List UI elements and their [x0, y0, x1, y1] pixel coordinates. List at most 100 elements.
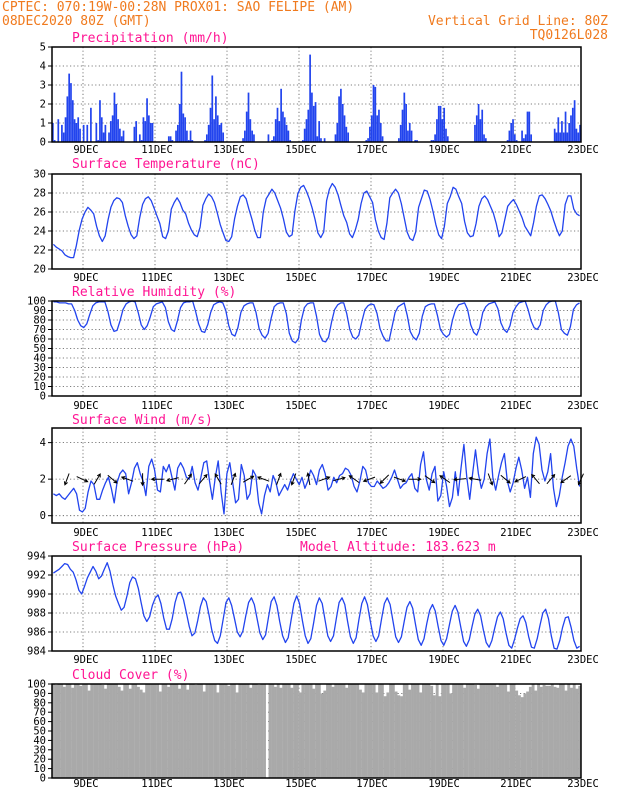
- cloud-cover-bar: [224, 684, 228, 778]
- cloud-cover-bar: [331, 686, 335, 778]
- precipitation-bar: [345, 126, 348, 142]
- cloud-cover-bar: [65, 684, 69, 778]
- y-tick-label: 70: [33, 324, 46, 336]
- precipitation-bar: [204, 140, 206, 142]
- precipitation-bar: [577, 132, 580, 142]
- precipitation-bar: [302, 140, 304, 142]
- plot-frame: [51, 173, 582, 270]
- precipitation-bar: [416, 140, 418, 142]
- precipitation-bar: [175, 130, 177, 142]
- cloud-cover-bar: [498, 684, 502, 778]
- x-tick-label: 15DEC: [285, 527, 317, 539]
- cloud-cover-bar: [345, 687, 349, 778]
- x-tick-label: 15DEC: [285, 144, 317, 156]
- precipitation-bar: [70, 83, 72, 142]
- x-tick-label: 19DEC: [428, 527, 460, 539]
- precipitation-bar: [553, 128, 556, 142]
- cloud-cover-bar: [76, 684, 80, 778]
- cloud-cover-bar: [432, 695, 436, 778]
- cloud-cover-bar: [446, 684, 450, 778]
- cloud-cover-bar: [180, 684, 184, 778]
- y-tick-label: 70: [33, 707, 46, 719]
- cloud-cover-bar: [438, 696, 442, 778]
- cloud-cover-bar: [342, 684, 346, 778]
- precipitation-bar: [177, 124, 179, 142]
- precipitation-bar: [100, 117, 103, 142]
- precipitation-bar: [445, 128, 447, 142]
- x-tick-label: 15DEC: [285, 400, 317, 412]
- cloud-cover-bar: [465, 684, 469, 778]
- y-tick-label: 100: [27, 296, 46, 308]
- precipitation-bar: [115, 104, 118, 142]
- cloud-cover-bar: [123, 684, 127, 778]
- cloud-cover-bar: [534, 690, 538, 778]
- x-tick-label: 15DEC: [285, 778, 317, 790]
- precipitation-bar: [408, 123, 411, 142]
- cloud-cover-bar: [443, 684, 447, 778]
- humidity-title: Relative Humidity (%): [72, 285, 236, 300]
- precipitation-bar: [557, 117, 560, 142]
- wind-arrow: [531, 473, 540, 485]
- cloud-cover-bar: [95, 684, 99, 778]
- cloud-cover-bar: [512, 684, 516, 778]
- precipitation-bar: [512, 119, 514, 142]
- cloud-cover-bar: [298, 692, 302, 778]
- precipitation-bar: [90, 107, 92, 142]
- precipitation-bar: [441, 119, 444, 142]
- precipitation-bar: [513, 134, 516, 142]
- precipitation-bar: [477, 104, 480, 142]
- plot-frame: [51, 46, 582, 143]
- cloud-cover-bar: [380, 684, 384, 778]
- wind-arrow: [120, 476, 134, 482]
- cloud-cover-bar: [350, 684, 354, 778]
- cloud-cover-bar: [509, 684, 513, 778]
- cloud-cover-bar: [126, 684, 129, 778]
- cloud-cover-bar: [375, 692, 379, 778]
- cloud-cover-bar: [424, 684, 428, 778]
- cloud-cover-bar: [175, 684, 179, 778]
- wind-arrow: [424, 475, 436, 484]
- cloud-cover-bar: [208, 684, 212, 778]
- cloud-cover-bar: [205, 684, 209, 778]
- precipitation-bar: [209, 107, 212, 142]
- cloud-cover-bar: [441, 684, 445, 778]
- temperature-title: Surface Temperature (nC): [72, 157, 260, 172]
- cloud-cover-bar: [454, 684, 458, 778]
- precipitation-bar: [378, 109, 380, 142]
- cloud-cover-bar: [68, 684, 72, 778]
- cloud-cover-bar: [506, 691, 510, 778]
- wind-arrow: [150, 477, 164, 482]
- cloud-cover-bar: [391, 684, 395, 778]
- precipitation-bar: [316, 136, 319, 142]
- precipitation-bar: [144, 121, 147, 142]
- precipitation-bar: [242, 138, 244, 142]
- x-tick-label: 21DEC: [500, 778, 532, 790]
- cloud-cover-bar: [315, 684, 319, 778]
- cloud-cover-bar: [348, 684, 351, 778]
- wind-arrow: [63, 473, 70, 486]
- wind-arrow: [453, 477, 467, 482]
- precipitation-bar: [521, 130, 523, 142]
- cloud-cover-bar: [339, 684, 343, 778]
- precipitation-bar: [276, 107, 279, 142]
- cloud-cover-bar: [556, 687, 560, 778]
- cloud-cover-bar: [52, 684, 55, 778]
- cloud-cover-bar: [320, 693, 324, 778]
- precipitation-bar: [570, 115, 572, 142]
- precipitation-bar: [430, 140, 433, 142]
- cloud-cover-bar: [386, 692, 390, 778]
- precipitation-bar: [244, 130, 246, 142]
- precipitation-bar: [372, 85, 375, 142]
- cloud-cover-bar: [210, 684, 214, 778]
- cloud-cover-bar: [306, 684, 310, 778]
- y-tick-label: 90: [33, 305, 46, 317]
- cloud-cover-bar: [112, 684, 116, 778]
- precipitation-bar: [182, 113, 185, 142]
- cloud-cover-bar: [139, 689, 143, 778]
- cloud-cover-bar: [276, 684, 280, 778]
- wind-arrow: [468, 476, 482, 481]
- cloud-cover-bar: [372, 684, 376, 778]
- cloud-cover-bar: [537, 684, 541, 778]
- cloud-cover-bar: [356, 684, 360, 778]
- precipitation-bar: [483, 134, 485, 142]
